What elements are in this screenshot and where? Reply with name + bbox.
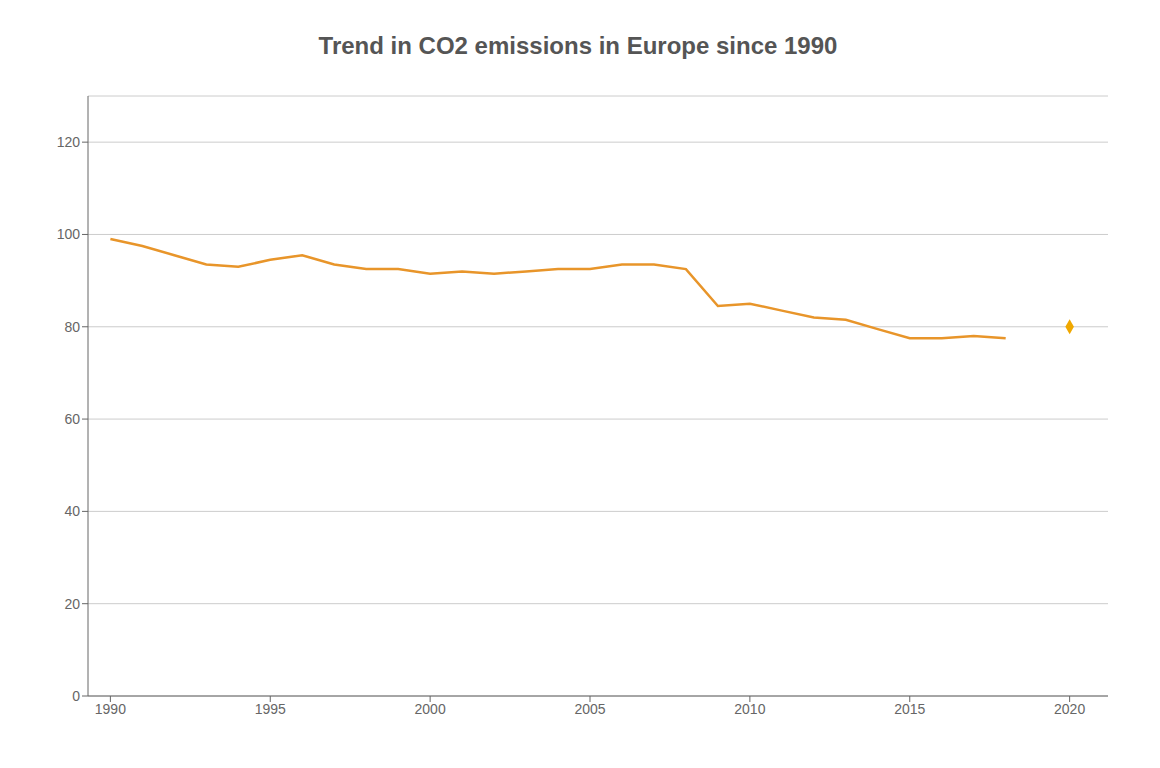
svg-text:2000: 2000: [415, 701, 446, 717]
svg-text:2015: 2015: [894, 701, 925, 717]
svg-text:1995: 1995: [255, 701, 286, 717]
svg-text:80: 80: [64, 319, 80, 335]
svg-text:2005: 2005: [574, 701, 605, 717]
svg-text:2010: 2010: [734, 701, 765, 717]
svg-text:40: 40: [64, 503, 80, 519]
svg-text:20: 20: [64, 596, 80, 612]
svg-text:120: 120: [57, 134, 81, 150]
svg-text:2020: 2020: [1054, 701, 1085, 717]
svg-text:1990: 1990: [95, 701, 126, 717]
svg-text:100: 100: [57, 226, 81, 242]
svg-text:60: 60: [64, 411, 80, 427]
html-text:Trend in CO2 emissions in Euro: Trend in CO2 emissions in Europe since 1…: [318, 32, 838, 59]
svg-text:0: 0: [72, 688, 80, 704]
